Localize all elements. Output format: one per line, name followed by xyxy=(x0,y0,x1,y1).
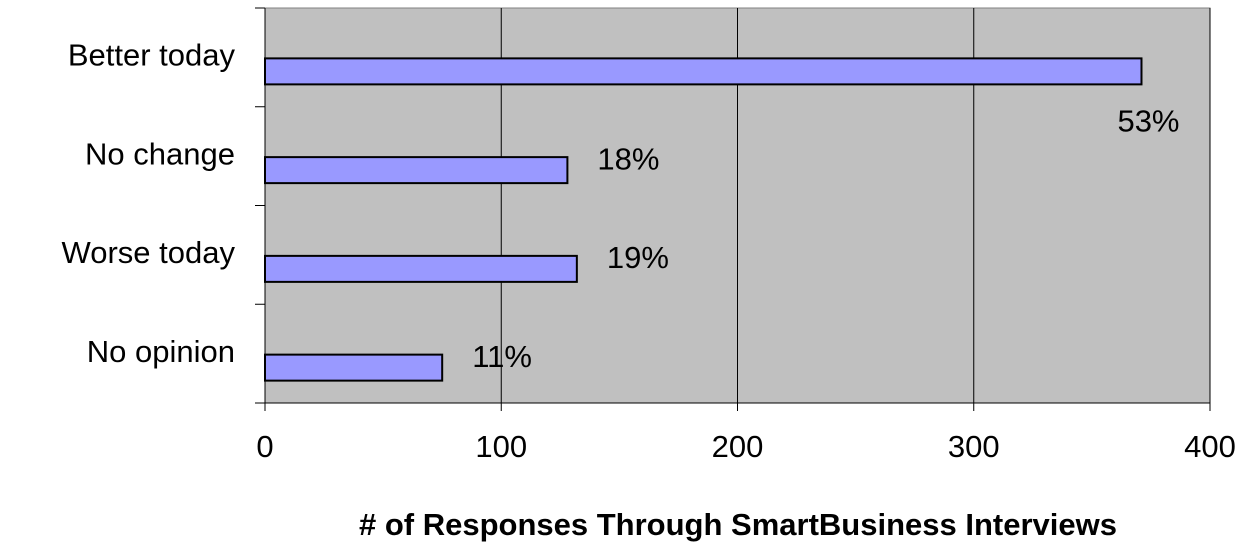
bar xyxy=(264,254,578,283)
value-label: 11% xyxy=(472,339,532,374)
y-tick-label: No opinion xyxy=(87,334,235,369)
bar xyxy=(264,353,444,382)
value-label: 53% xyxy=(1117,104,1179,139)
y-tick-label: Better today xyxy=(68,38,236,73)
x-tick-label: 400 xyxy=(1184,429,1236,464)
x-tick-label: 300 xyxy=(948,429,1000,464)
bar xyxy=(264,156,569,185)
x-tick-label: 0 xyxy=(256,429,273,464)
x-axis-title: # of Responses Through SmartBusiness Int… xyxy=(359,507,1117,542)
y-tick-label: No change xyxy=(85,136,235,171)
x-tick-label: 200 xyxy=(712,429,764,464)
bar xyxy=(264,57,1143,86)
value-label: 18% xyxy=(597,141,659,176)
value-label: 19% xyxy=(607,240,669,275)
x-tick-label: 100 xyxy=(475,429,527,464)
y-tick-label: Worse today xyxy=(62,235,236,270)
